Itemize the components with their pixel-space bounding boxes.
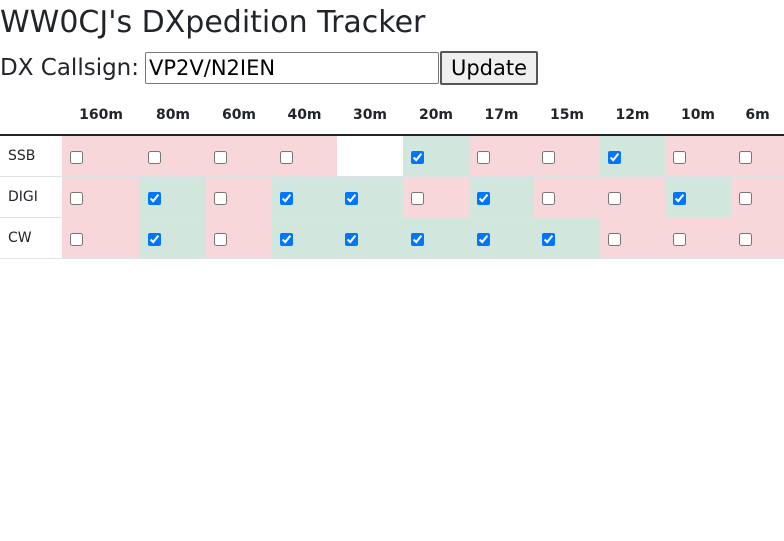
worked-checkbox[interactable] — [739, 232, 752, 246]
band-cell-6m — [731, 135, 784, 177]
worked-checkbox[interactable] — [608, 232, 621, 246]
band-cell-20m — [403, 176, 469, 218]
worked-checkbox[interactable] — [214, 150, 227, 164]
worked-checkbox[interactable] — [280, 150, 293, 164]
worked-checkbox[interactable] — [542, 232, 555, 246]
band-cell-6m — [731, 217, 784, 259]
worked-checkbox[interactable] — [411, 232, 424, 246]
mode-label: SSB — [0, 135, 62, 177]
worked-checkbox[interactable] — [214, 232, 227, 246]
band-cell-40m — [272, 176, 337, 218]
band-header-160m: 160m — [62, 96, 140, 136]
callsign-label: DX Callsign: — [0, 55, 140, 81]
band-header-40m: 40m — [272, 96, 337, 136]
band-cell-12m — [600, 217, 665, 259]
table-body: SSB DIGI CW — [0, 135, 784, 259]
worked-checkbox[interactable] — [673, 191, 686, 205]
worked-checkbox[interactable] — [280, 232, 293, 246]
worked-checkbox[interactable] — [477, 150, 490, 164]
band-cell-17m — [469, 135, 534, 177]
worked-checkbox[interactable] — [345, 191, 358, 205]
band-cell-40m — [272, 135, 337, 177]
band-cell-17m — [469, 176, 534, 218]
band-cell-30m — [337, 135, 403, 177]
worked-checkbox[interactable] — [70, 232, 83, 246]
band-cell-15m — [534, 217, 600, 259]
worked-checkbox[interactable] — [673, 150, 686, 164]
band-cell-12m — [600, 135, 665, 177]
band-cell-80m — [140, 176, 206, 218]
callsign-input[interactable] — [145, 52, 440, 84]
band-cell-40m — [272, 217, 337, 259]
band-cell-80m — [140, 135, 206, 177]
table-row-ssb: SSB — [0, 135, 784, 177]
worked-checkbox[interactable] — [739, 150, 752, 164]
band-cell-15m — [534, 135, 600, 177]
worked-checkbox[interactable] — [280, 191, 293, 205]
band-cell-10m — [665, 217, 731, 259]
band-header-12m: 12m — [600, 96, 665, 136]
worked-checkbox[interactable] — [411, 191, 424, 205]
table-row-cw: CW — [0, 217, 784, 259]
mode-label: DIGI — [0, 176, 62, 218]
table-row-digi: DIGI — [0, 176, 784, 218]
page-title: WW0CJ's DXpedition Tracker — [0, 5, 426, 40]
band-cell-160m — [62, 135, 140, 177]
mode-label: CW — [0, 217, 62, 259]
band-header-30m: 30m — [337, 96, 403, 136]
band-header-row: 160m 80m 60m 40m 30m 20m 17m 15m 12m 10m 6m — [0, 96, 784, 136]
band-cell-30m — [337, 176, 403, 218]
callsign-form: DX Callsign: Update — [0, 48, 784, 88]
worked-checkbox[interactable] — [411, 150, 424, 164]
band-cell-10m — [665, 135, 731, 177]
worked-checkbox[interactable] — [608, 150, 621, 164]
worked-checkbox[interactable] — [542, 191, 555, 205]
worked-checkbox[interactable] — [477, 191, 490, 205]
band-header-17m: 17m — [469, 96, 534, 136]
band-cell-12m — [600, 176, 665, 218]
band-cell-10m — [665, 176, 731, 218]
band-header-15m: 15m — [534, 96, 600, 136]
worked-checkbox[interactable] — [477, 232, 490, 246]
band-cell-30m — [337, 217, 403, 259]
band-cell-60m — [206, 135, 272, 177]
band-cell-15m — [534, 176, 600, 218]
band-cell-20m — [403, 217, 469, 259]
worked-checkbox[interactable] — [148, 232, 161, 246]
worked-checkbox[interactable] — [345, 232, 358, 246]
corner-header — [0, 96, 62, 136]
band-cell-60m — [206, 217, 272, 259]
band-cell-20m — [403, 135, 469, 177]
band-header-60m: 60m — [206, 96, 272, 136]
band-header-80m: 80m — [140, 96, 206, 136]
update-button[interactable]: Update — [440, 51, 539, 85]
worked-checkbox[interactable] — [70, 150, 83, 164]
worked-checkbox[interactable] — [739, 191, 752, 205]
worked-checkbox[interactable] — [673, 232, 686, 246]
worked-checkbox[interactable] — [214, 191, 227, 205]
band-cell-160m — [62, 176, 140, 218]
worked-checkbox[interactable] — [148, 150, 161, 164]
band-mode-table: 160m 80m 60m 40m 30m 20m 17m 15m 12m 10m 6m SSB DIG… — [0, 96, 784, 259]
band-header-20m: 20m — [403, 96, 469, 136]
band-header-6m: 6m — [731, 96, 784, 136]
worked-checkbox[interactable] — [608, 191, 621, 205]
band-cell-160m — [62, 217, 140, 259]
band-cell-80m — [140, 217, 206, 259]
band-cell-60m — [206, 176, 272, 218]
band-header-10m: 10m — [665, 96, 731, 136]
band-cell-17m — [469, 217, 534, 259]
band-cell-6m — [731, 176, 784, 218]
worked-checkbox[interactable] — [148, 191, 161, 205]
worked-checkbox[interactable] — [542, 150, 555, 164]
worked-checkbox[interactable] — [70, 191, 83, 205]
